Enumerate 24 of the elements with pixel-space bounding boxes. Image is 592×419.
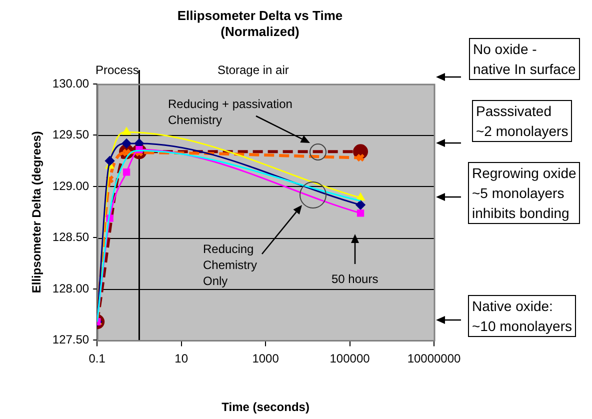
x-tick-label: 10 — [174, 352, 188, 366]
x-tick-label: 0.1 — [88, 352, 106, 366]
y-tick-label: 128.50 — [52, 230, 90, 244]
text: Storage in air — [218, 62, 289, 78]
y-tick-label: 129.50 — [52, 128, 90, 142]
y-tick-label: 128.00 — [52, 281, 90, 296]
y-tick-label: 130.00 — [52, 76, 90, 90]
x-tick-label: 1000 — [252, 352, 280, 366]
x-axis-title: Time (seconds) — [222, 400, 310, 414]
text: Regrowing oxide ~5 monolayers inhibits bonding — [468, 162, 580, 224]
chart-title: Ellipsometer Delta vs Time — [176, 8, 344, 23]
text: Passsivated ~2 monolayers — [472, 100, 572, 142]
annotation: Reducing Chemistry Only — [203, 241, 258, 289]
y-tick-label: 127.50 — [52, 332, 90, 347]
y-axis-title: Ellipsometer Delta (degrees) — [30, 131, 44, 294]
chart-subtitle: (Normalized) — [220, 24, 300, 39]
annotation: Reducing + passivation Chemistry — [168, 96, 292, 128]
text: Native oxide: ~10 monolayers — [468, 295, 576, 337]
x-tick-label: 10000000 — [407, 352, 462, 366]
annotation: 50 hours — [332, 271, 378, 287]
text: No oxide - native In surface — [469, 38, 580, 80]
x-tick-label: 100000 — [330, 352, 370, 366]
text: Process — [96, 62, 139, 78]
y-tick-label: 129.00 — [52, 178, 90, 193]
